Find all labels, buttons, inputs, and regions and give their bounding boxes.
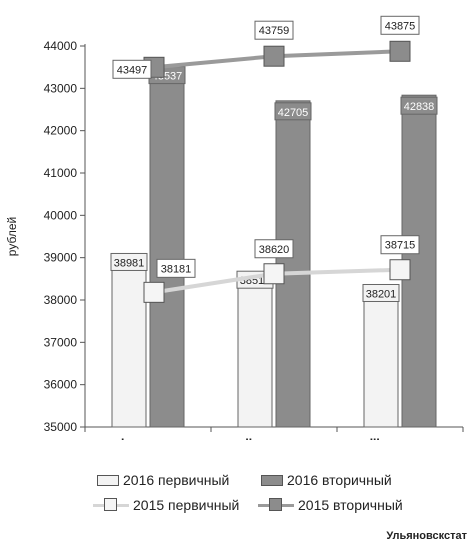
line-label-box — [380, 235, 420, 255]
y-tick-label: 38000 — [44, 293, 78, 307]
bar — [149, 65, 185, 428]
bar — [111, 257, 147, 428]
legend-swatch-2016-primary — [97, 474, 119, 486]
source-label: Ульяновскстат — [386, 530, 467, 542]
bar-label-box — [362, 283, 400, 302]
line-data-label: 43497 — [117, 64, 148, 76]
legend-label-2016-primary: 2016 первичный — [123, 472, 230, 488]
legend-label-2016-secondary: 2016 вторичный — [287, 472, 392, 488]
legend-item-2016-secondary: 2016 вторичный — [261, 472, 392, 488]
bar-label-box — [110, 252, 148, 271]
bar-data-label: 38981 — [114, 257, 145, 269]
line-data-label: 43759 — [259, 25, 290, 37]
line-label-box — [156, 258, 196, 278]
bar-data-label: 42705 — [278, 107, 309, 119]
y-tick-label: 35000 — [44, 420, 78, 434]
x-tick-label: I квартал — [121, 436, 175, 440]
legend-item-2016-primary: 2016 первичный — [97, 472, 229, 488]
bar — [237, 277, 273, 428]
y-tick-label: 42000 — [44, 124, 78, 138]
line-label-box — [254, 239, 294, 259]
line-data-label: 38181 — [161, 263, 192, 275]
line-marker — [389, 40, 411, 62]
line-label-box — [112, 59, 152, 79]
legend-label-2015-primary: 2015 первичный — [133, 497, 240, 513]
y-tick-label: 41000 — [44, 166, 78, 180]
bar-data-label: 38201 — [366, 288, 397, 300]
legend-swatch-2016-secondary — [261, 474, 283, 486]
y-tick-label: 39000 — [44, 251, 78, 265]
y-axis-label: рублей — [5, 217, 19, 256]
legend-item-2015-primary: 2015 первичный — [93, 497, 239, 513]
line-data-label: 38620 — [259, 244, 290, 256]
line-marker — [389, 259, 411, 281]
line-label-box — [380, 15, 420, 35]
y-tick-label: 40000 — [44, 208, 78, 222]
line-label-box — [254, 20, 294, 40]
x-tick-label: II квартал — [245, 436, 302, 440]
legend-item-2015-secondary: 2015 вторичный — [258, 497, 403, 513]
bar-label-box — [400, 96, 438, 115]
bar-data-label: 42838 — [404, 101, 435, 113]
legend-swatch-2015-secondary — [258, 498, 294, 512]
line-marker — [143, 281, 165, 303]
y-tick-label: 37000 — [44, 335, 78, 349]
legend-label-2015-secondary: 2015 вторичный — [298, 497, 403, 513]
bar — [363, 290, 399, 428]
y-tick-label: 36000 — [44, 378, 78, 392]
line-marker — [263, 263, 285, 285]
legend-swatch-2015-primary — [93, 498, 129, 512]
y-tick-label: 43000 — [44, 81, 78, 95]
line-data-label: 38715 — [385, 240, 416, 252]
chart: рублей 35000 36000 37000 38000 39000 40000 4100… — [5, 15, 464, 440]
y-tick-label: 44000 — [44, 39, 78, 53]
bar-label-box — [274, 102, 312, 121]
line-data-label: 43875 — [385, 20, 416, 32]
line-marker — [263, 45, 285, 67]
x-tick-label: III квартал — [370, 436, 431, 440]
